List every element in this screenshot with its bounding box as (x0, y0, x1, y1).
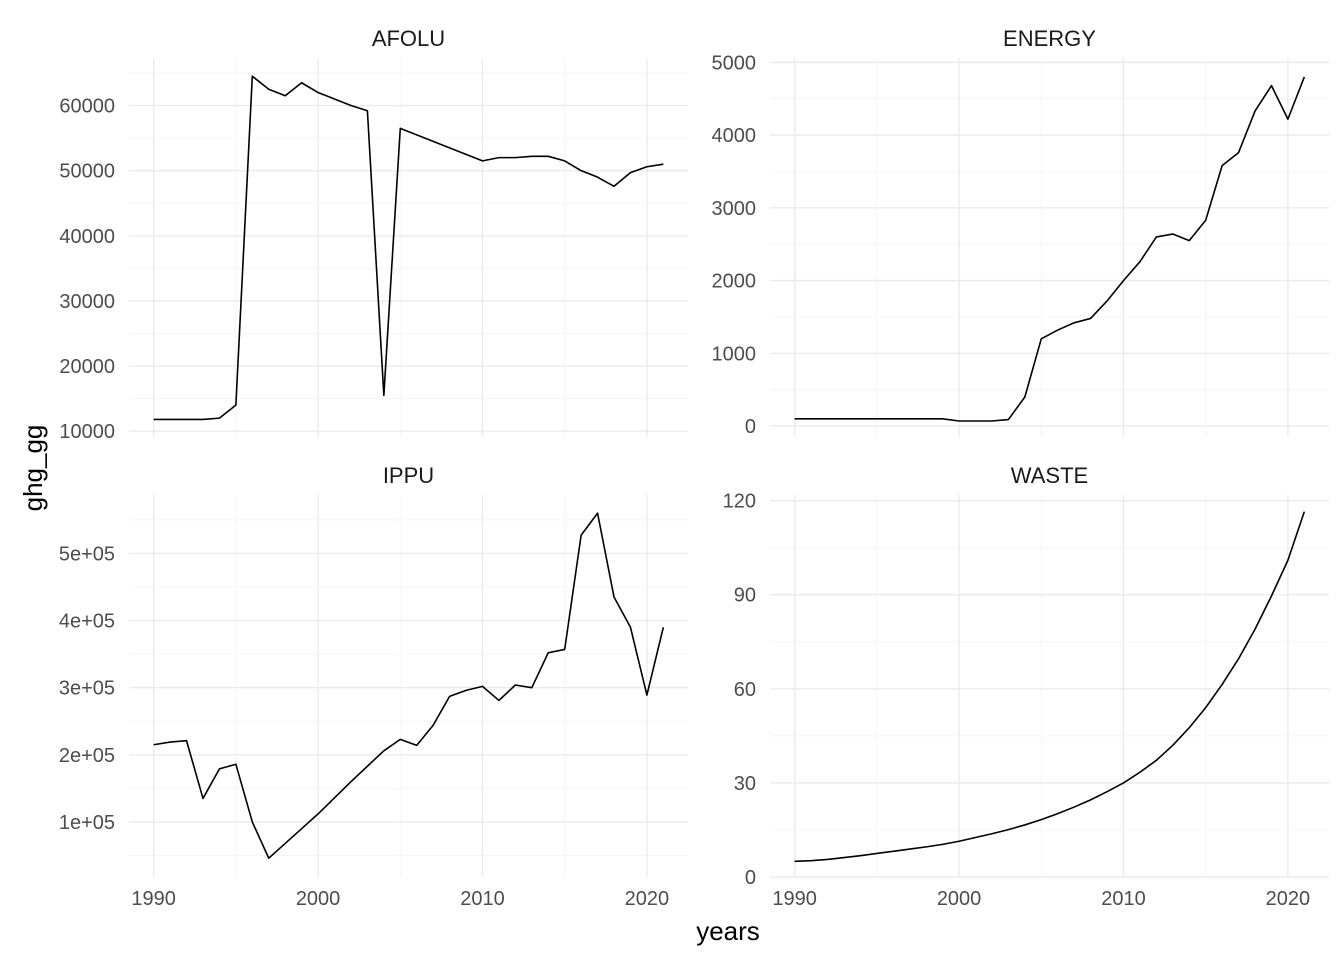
y-tick-label: 50000 (59, 161, 115, 183)
y-tick-label: 40000 (59, 226, 115, 248)
y-tick-label: 0 (745, 867, 756, 889)
series-line-afolu (153, 75, 664, 421)
y-axis-title: ghg_gg (18, 425, 48, 512)
panel-afolu: AFOLU 10000 20000 30000 40000 50000 60000 (59, 26, 688, 443)
y-tick-label: 1e+05 (59, 812, 115, 834)
panel-ippu: IPPU 1e+05 2e+05 3e+05 4e+05 5e+05 1990 2000 201… (59, 463, 688, 910)
y-tick-label: 3e+05 (59, 678, 115, 700)
panel-title-energy: ENERGY (1003, 26, 1096, 51)
x-tick-label: 1990 (131, 888, 176, 910)
panels-layer: AFOLU100002000030000400005000060000ENERG… (59, 26, 1329, 910)
x-tick-label: 2000 (296, 888, 341, 910)
x-tick-label: 2010 (460, 888, 505, 910)
y-tick-label: 60 (734, 679, 756, 701)
panel-title-ippu: IPPU (383, 463, 434, 488)
series-line-ippu (153, 512, 665, 860)
panel-energy: ENERGY 0 1000 2000 3000 4000 5000 (712, 26, 1329, 438)
panel-waste: WASTE 0 30 60 90 120 1990 2000 2010 2020 (723, 463, 1329, 910)
series-line-waste (794, 511, 1306, 863)
y-tick-label: 10000 (59, 421, 115, 443)
y-tick-label: 30 (734, 773, 756, 795)
y-tick-label: 20000 (59, 356, 115, 378)
y-tick-label: 90 (734, 585, 756, 607)
y-tick-label: 5000 (712, 52, 757, 74)
x-tick-label: 2000 (937, 888, 982, 910)
y-tick-label: 2e+05 (59, 745, 115, 767)
y-tick-label: 1000 (712, 343, 757, 365)
panel-title-afolu: AFOLU (372, 26, 445, 51)
y-tick-label: 3000 (712, 198, 757, 220)
y-tick-label: 4e+05 (59, 611, 115, 633)
x-tick-label: 2020 (1266, 888, 1311, 910)
y-tick-label: 30000 (59, 291, 115, 313)
y-tick-label: 5e+05 (59, 543, 115, 565)
x-axis-title: years (696, 916, 760, 946)
x-tick-label: 2010 (1101, 888, 1146, 910)
series-line-energy (794, 76, 1306, 422)
panel-title-waste: WASTE (1011, 463, 1088, 488)
x-tick-label: 2020 (625, 888, 670, 910)
y-tick-label: 2000 (712, 271, 757, 293)
y-tick-label: 60000 (59, 96, 115, 118)
y-tick-label: 120 (723, 491, 756, 513)
y-tick-label: 0 (745, 416, 756, 438)
x-tick-label: 1990 (772, 888, 817, 910)
y-tick-label: 4000 (712, 125, 757, 147)
